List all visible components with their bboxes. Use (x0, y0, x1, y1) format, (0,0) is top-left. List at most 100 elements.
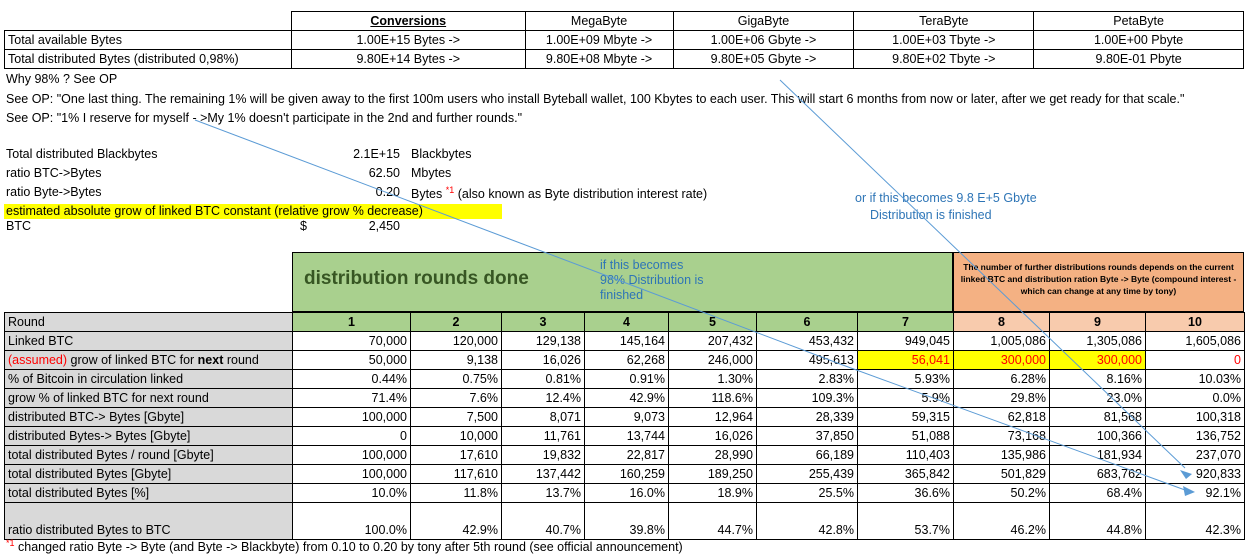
table-cell: 40.7% (501, 502, 585, 540)
table-cell: 1,005,086 (953, 331, 1050, 351)
cell: 1.00E+15 Bytes -> (290, 30, 526, 50)
gbyte-annotation-1: or if this becomes 9.8 E+5 Gbyte (855, 191, 1037, 205)
ratio-byte-note: (also known as Byte distribution interes… (457, 187, 708, 202)
megabyte-header: MegaByte (524, 11, 674, 31)
table-cell: 16,026 (501, 350, 585, 370)
footnote: *1 changed ratio Byte -> Byte (and Byte … (6, 538, 683, 554)
table-cell: 0.0% (1145, 388, 1245, 408)
table-cell: 0.91% (584, 369, 669, 389)
table-row: grow % of linked BTC for next round 71.4%… (4, 388, 1245, 408)
table-cell: 300,000 (953, 350, 1050, 370)
table-row: ratio distributed Bytes to BTC 100.0% 42.9… (4, 502, 1245, 540)
ratio-btc-label: ratio BTC->Bytes (6, 166, 102, 180)
row-label-mid: grow of linked BTC for (67, 353, 198, 367)
gbyte-annotation-2: Distribution is finished (870, 208, 992, 222)
table-cell: 100,000 (292, 445, 411, 465)
table-cell: 255,439 (756, 464, 858, 484)
row-label: ratio distributed Bytes to BTC (4, 502, 293, 540)
table-cell: 73,168 (953, 426, 1050, 446)
ratio-btc-unit: Mbytes (411, 166, 452, 180)
table-cell: 0 (1145, 350, 1245, 370)
conversions-corner (4, 11, 292, 31)
table-cell: 62,268 (584, 350, 669, 370)
footnote-mark: *1 (445, 185, 455, 195)
table-cell: 118.6% (668, 388, 757, 408)
table-cell: 71.4% (292, 388, 411, 408)
btc-price: 2,450 (368, 219, 400, 233)
table-cell: 19,832 (501, 445, 585, 465)
table-cell: 29.8% (953, 388, 1050, 408)
row-label: Total available Bytes (4, 30, 292, 50)
table-cell: 42.9% (410, 502, 502, 540)
table-cell: 23.0% (1049, 388, 1146, 408)
table-cell: 145,164 (584, 331, 669, 351)
table-cell: 46.2% (953, 502, 1050, 540)
table-cell: 135,986 (953, 445, 1050, 465)
table-row: total distributed Bytes [%] 10.0% 11.8% 13.… (4, 483, 1245, 503)
table-cell: 50,000 (292, 350, 411, 370)
ratio-byte-value: 0.20 (375, 185, 400, 199)
table-row: (assumed) grow of linked BTC for next ro… (4, 350, 1245, 370)
conversions-header-row: Conversions MegaByte GigaByte TeraByte P… (4, 11, 1244, 31)
pct-annotation: if this becomes 98% Distribution is fini… (600, 258, 704, 303)
row-label: total distributed Bytes / round [Gbyte] (4, 445, 293, 465)
pct-annotation-2: 98% Distribution is (600, 273, 704, 287)
row-label: distributed Bytes-> Bytes [Gbyte] (4, 426, 293, 446)
table-cell: 5.93% (857, 369, 954, 389)
ratio-byte-label: ratio Byte->Bytes (6, 185, 102, 199)
ratio-byte-unit: Bytes (411, 187, 443, 202)
table-cell: 110,403 (857, 445, 954, 465)
table-cell: 501,829 (953, 464, 1050, 484)
table-cell: 2.83% (756, 369, 858, 389)
table-cell: 70,000 (292, 331, 411, 351)
table-cell: 136,752 (1145, 426, 1245, 446)
table-row: distributed BTC-> Bytes [Gbyte] 100,000 7,… (4, 407, 1245, 427)
table-cell: 160,259 (584, 464, 669, 484)
table-cell: 246,000 (668, 350, 757, 370)
round-header-row: Round 1 2 3 4 5 6 7 8 9 10 (4, 312, 1245, 332)
estimate-highlight: estimated absolute grow of linked BTC co… (4, 204, 502, 219)
pct-annotation-1: if this becomes (600, 258, 684, 272)
table-cell: 28,990 (668, 445, 757, 465)
table-cell: 100,000 (292, 464, 411, 484)
table-row: Linked BTC 70,000 120,000 129,138 145,164 207… (4, 331, 1245, 351)
table-cell: 683,762 (1049, 464, 1146, 484)
table-row: total distributed Bytes / round [Gbyte] 1… (4, 445, 1245, 465)
table-cell: 16,026 (668, 426, 757, 446)
ratio-btc-value: 62.50 (368, 166, 400, 180)
table-cell: 0.44% (292, 369, 411, 389)
footnote-mark: *1 (6, 538, 15, 548)
table-cell: 22,817 (584, 445, 669, 465)
table-cell: 100,366 (1049, 426, 1146, 446)
rounds-done-title: distribution rounds done (304, 268, 529, 289)
cell: 1.00E+03 Tbyte -> (853, 30, 1035, 50)
cell: 1.00E+09 Mbyte -> (524, 30, 674, 50)
table-cell: 949,045 (857, 331, 954, 351)
table-cell: 13.7% (501, 483, 585, 503)
table-cell: 120,000 (410, 331, 502, 351)
round-9: 9 (1049, 312, 1146, 332)
distribution-table: Round 1 2 3 4 5 6 7 8 9 10 Linked BTC 70,… (4, 312, 1245, 540)
table-cell: 44.7% (668, 502, 757, 540)
round-8: 8 (953, 312, 1050, 332)
table-cell: 6.28% (953, 369, 1050, 389)
round-5: 5 (668, 312, 757, 332)
row-label: total distributed Bytes [Gbyte] (4, 464, 293, 484)
round-label: Round (4, 312, 293, 332)
table-cell: 44.8% (1049, 502, 1146, 540)
blackbytes-value: 2.1E+15 (353, 147, 400, 161)
further-rounds-banner: The number of further distributions roun… (953, 252, 1244, 312)
conversions-header: Conversions (290, 11, 526, 31)
table-cell: 100,000 (292, 407, 411, 427)
table-cell: 42.9% (584, 388, 669, 408)
row-label-prefix: (assumed) (8, 353, 68, 367)
cell: 9.80E+02 Tbyte -> (853, 49, 1035, 69)
table-cell: 8.16% (1049, 369, 1146, 389)
table-cell: 13,744 (584, 426, 669, 446)
round-6: 6 (756, 312, 858, 332)
table-cell: 17,610 (410, 445, 502, 465)
row-label: distributed BTC-> Bytes [Gbyte] (4, 407, 293, 427)
table-cell: 0.81% (501, 369, 585, 389)
table-cell: 18.9% (668, 483, 757, 503)
pct-annotation-3: finished (600, 288, 644, 302)
